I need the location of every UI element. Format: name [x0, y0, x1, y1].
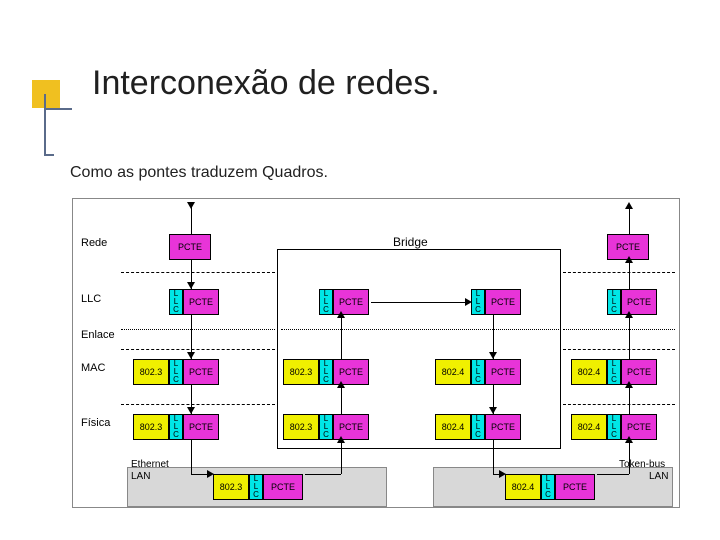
col4-arr3l — [629, 385, 630, 414]
slide-subtitle: Como as pontes traduzem Quadros. — [70, 164, 328, 182]
col3-arr2 — [489, 352, 497, 359]
col3-mac-8024: 802.4 — [435, 359, 471, 385]
col1-phy-8023: 802.3 — [133, 414, 169, 440]
col1-mac-pcte: PCTE — [183, 359, 219, 385]
col2-arr2 — [337, 311, 345, 318]
col3-arr3 — [489, 407, 497, 414]
col1-llc-pcte: PCTE — [183, 289, 219, 315]
lan-c2-arr — [337, 436, 345, 443]
col4-arr0l — [629, 207, 630, 234]
label-llc: LLC — [81, 293, 101, 305]
col4-mac-8024: 802.4 — [571, 359, 607, 385]
dot-mid — [281, 329, 559, 330]
col4-arr1 — [625, 256, 633, 263]
slide-title: Interconexão de redes. — [92, 64, 440, 103]
col3-phy-pcte: PCTE — [485, 414, 521, 440]
col3-phy-8024: 802.4 — [435, 414, 471, 440]
col2-llc-stack: LLC — [319, 289, 333, 315]
col4-arr0 — [625, 202, 633, 209]
dash-1b — [563, 272, 675, 273]
col2-arr2l — [341, 315, 342, 359]
col1-phy-llc: LLC — [169, 414, 183, 440]
dash-2a — [121, 349, 275, 350]
col4-arr2l — [629, 315, 630, 359]
col2-phy-8023: 802.3 — [283, 414, 319, 440]
label-mac: MAC — [81, 362, 105, 374]
dot-right — [563, 329, 675, 330]
lan-c4-v — [629, 440, 630, 474]
col1-phy-pcte: PCTE — [183, 414, 219, 440]
dash-3a — [121, 404, 275, 405]
col4-arr3 — [625, 381, 633, 388]
bridge-diagram: Rede LLC Enlace MAC Física Bridge PCTE L… — [72, 198, 680, 508]
lan-c4-arr — [625, 436, 633, 443]
lan1-llc: LLC — [249, 474, 263, 500]
col2-arr3l — [341, 385, 342, 414]
accent-line-v — [44, 94, 46, 156]
dash-1a — [121, 272, 275, 273]
col1-mac-llc: LLC — [169, 359, 183, 385]
c1-lan-v — [191, 440, 192, 474]
col2-phy-llc: LLC — [319, 414, 333, 440]
c3-lan-v — [493, 440, 494, 474]
col1-arr3 — [187, 407, 195, 414]
col4-arr1l — [629, 260, 630, 289]
c1-lan-arr — [207, 470, 214, 478]
lan2-8024: 802.4 — [505, 474, 541, 500]
lan-c2-h — [305, 474, 341, 475]
col3-mac-pcte: PCTE — [485, 359, 521, 385]
col4-mac-llc: LLC — [607, 359, 621, 385]
dash-2b — [563, 349, 675, 350]
col1-arr0-line — [191, 207, 192, 234]
lan-c4-h — [597, 474, 629, 475]
c3-lan-arr — [499, 470, 506, 478]
lan-eth-lan: LAN — [131, 471, 150, 482]
col4-llc-stack: LLC — [607, 289, 621, 315]
col3-llc-stack: LLC — [471, 289, 485, 315]
lan-tb-lan: LAN — [649, 471, 668, 482]
col4-phy-llc: LLC — [607, 414, 621, 440]
col4-phy-8024: 802.4 — [571, 414, 607, 440]
lan2-pcte: PCTE — [555, 474, 595, 500]
accent-square — [32, 80, 60, 108]
lan-tb-label: Token-bus — [619, 459, 665, 470]
lan1-8023: 802.3 — [213, 474, 249, 500]
lan-eth-label: Ethernet — [131, 459, 169, 470]
col2-arr3 — [337, 381, 345, 388]
col1-arr2 — [187, 352, 195, 359]
label-rede: Rede — [81, 237, 107, 249]
dash-3b — [563, 404, 675, 405]
label-enlace: Enlace — [81, 329, 115, 341]
bridge-hline — [371, 302, 469, 303]
col1-llc-stack: LLC — [169, 289, 183, 315]
col1-mac-8023: 802.3 — [133, 359, 169, 385]
col2-mac-llc: LLC — [319, 359, 333, 385]
col4-arr2 — [625, 311, 633, 318]
col3-phy-llc: LLC — [471, 414, 485, 440]
label-fisica: Física — [81, 417, 110, 429]
bridge-harrow — [465, 298, 472, 306]
lan-c2-v — [341, 440, 342, 474]
col3-mac-llc: LLC — [471, 359, 485, 385]
col3-llc-pcte: PCTE — [485, 289, 521, 315]
accent-line-h — [44, 108, 72, 110]
accent-tick — [44, 154, 54, 156]
lan2-llc: LLC — [541, 474, 555, 500]
col1-rede-pcte: PCTE — [169, 234, 211, 260]
col1-arr1 — [187, 282, 195, 289]
lan1-pcte: PCTE — [263, 474, 303, 500]
bridge-label: Bridge — [393, 235, 428, 249]
col2-mac-8023: 802.3 — [283, 359, 319, 385]
col1-arr0 — [187, 202, 195, 209]
dot-left — [121, 329, 275, 330]
